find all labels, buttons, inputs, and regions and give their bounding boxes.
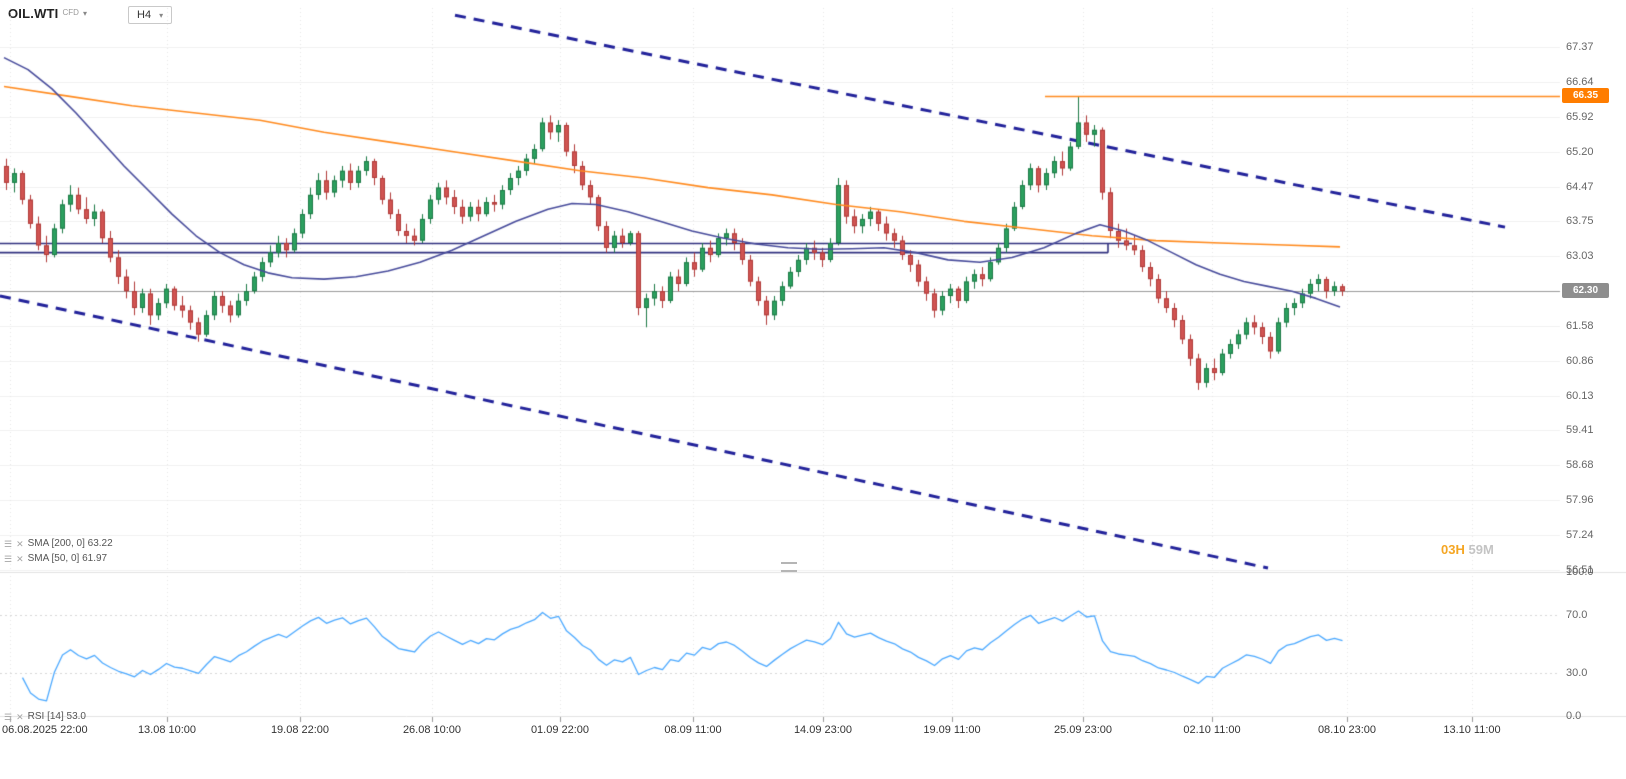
sma50-legend-label: SMA [50, 0] 61.97 — [27, 553, 108, 564]
price-tick-label: 56.51 — [1566, 564, 1594, 576]
price-tick-label: 60.86 — [1566, 354, 1594, 367]
remove-indicator-icon[interactable]: ✕ — [16, 711, 24, 722]
sma200-legend: ☰ ✕ SMA [200, 0] 63.22 — [4, 538, 113, 549]
remove-indicator-icon[interactable]: ✕ — [16, 553, 24, 564]
price-tick-label: 67.37 — [1566, 41, 1594, 53]
time-tick-label: 08.10 23:00 — [1317, 724, 1377, 736]
price-tick-label: 57.96 — [1566, 494, 1594, 507]
time-tick-label: 19.08 22:00 — [270, 724, 330, 736]
candle-countdown-timer: 03H 59M — [1441, 542, 1494, 557]
indicator-settings-icon[interactable]: ☰ — [4, 538, 13, 549]
price-tick-label: 65.20 — [1566, 145, 1594, 158]
rsi-legend-label: RSI [14] 53.0 — [27, 711, 86, 722]
panel-resize-handle[interactable] — [781, 562, 797, 572]
time-tick-label: 01.09 22:00 — [530, 724, 590, 736]
rsi-legend: ☰ ✕ RSI [14] 53.0 — [4, 711, 86, 722]
price-tick-label: 63.75 — [1566, 215, 1594, 228]
rsi-tick-label: 70.0 — [1566, 609, 1588, 622]
price-tick-label: 66.64 — [1566, 76, 1594, 89]
rsi-tick-label: 0.0 — [1566, 710, 1582, 722]
price-tick-label: 57.24 — [1566, 528, 1594, 541]
time-tick-label: 02.10 11:00 — [1183, 724, 1241, 736]
time-tick-label: 06.08.2025 22:00 — [2, 724, 88, 736]
price-tick-label: 58.68 — [1566, 459, 1594, 472]
timer-minutes: 59M — [1468, 542, 1494, 557]
indicator-settings-icon[interactable]: ☰ — [4, 553, 13, 564]
time-tick-label: 14.09 23:00 — [793, 724, 853, 736]
rsi-tick-label: 100.0 — [1566, 566, 1594, 578]
sma200-legend-label: SMA [200, 0] 63.22 — [27, 538, 113, 549]
price-tick-label: 65.92 — [1566, 110, 1594, 123]
indicator-settings-icon[interactable]: ☰ — [4, 711, 13, 722]
price-tick-label: 61.58 — [1566, 319, 1594, 332]
price-alert-label[interactable]: 66.35 — [1562, 88, 1609, 104]
rsi-tick-label: 30.0 — [1566, 666, 1588, 679]
time-tick-label: 26.08 10:00 — [402, 724, 462, 736]
remove-indicator-icon[interactable]: ✕ — [16, 538, 24, 549]
time-tick-label: 13.08 10:00 — [137, 724, 197, 736]
time-tick-label: 19.09 11:00 — [923, 724, 981, 736]
current-price-label: 62.30 — [1562, 283, 1609, 299]
price-tick-label: 63.03 — [1566, 250, 1594, 262]
time-tick-label: 13.10 11:00 — [1443, 724, 1501, 736]
price-tick-label: 64.47 — [1566, 180, 1594, 193]
time-tick-label: 08.09 11:00 — [664, 724, 722, 736]
time-tick-label: 25.09 23:00 — [1053, 724, 1113, 736]
price-tick-label: 59.41 — [1566, 424, 1594, 437]
sma50-legend: ☰ ✕ SMA [50, 0] 61.97 — [4, 553, 107, 564]
price-tick-label: 60.13 — [1566, 389, 1594, 402]
timer-hours: 03H — [1441, 542, 1465, 557]
